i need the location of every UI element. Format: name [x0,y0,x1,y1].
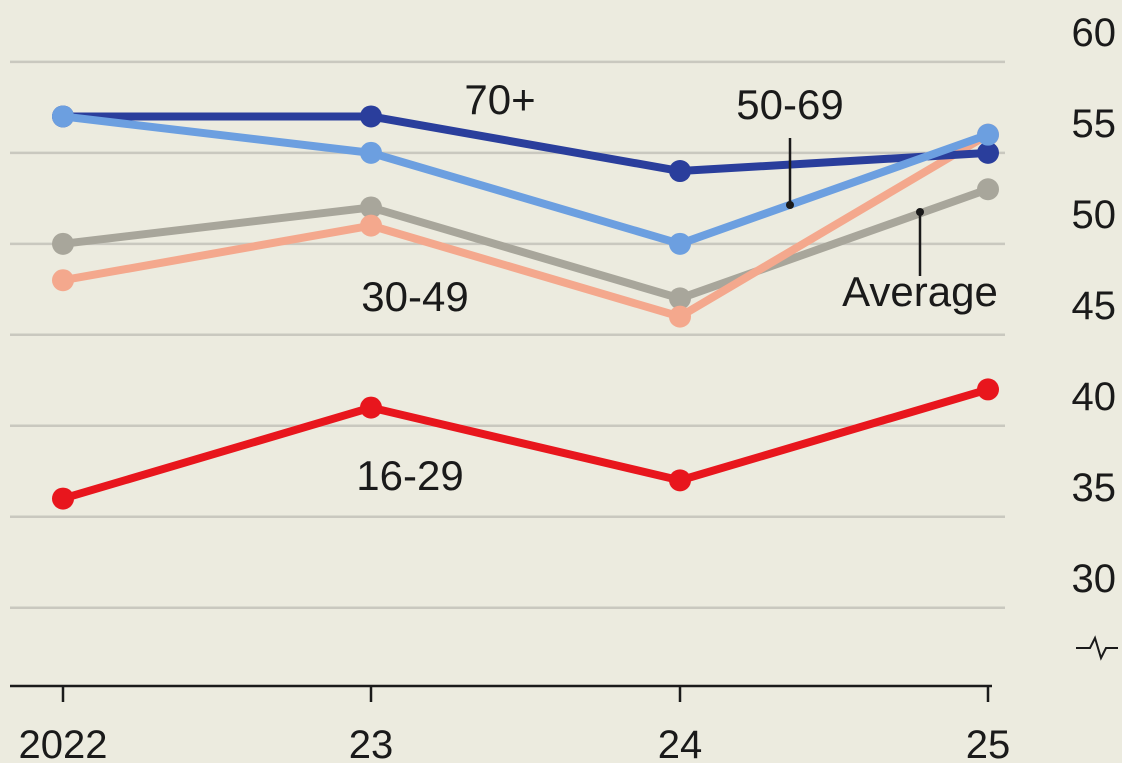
series-label: 16-29 [356,452,463,499]
y-tick-label: 45 [1072,284,1117,328]
data-point [360,196,382,219]
series-line [62,112,990,248]
x-tick-label: 25 [966,723,1011,763]
x-tick-label: 24 [658,723,703,763]
y-tick-label: 50 [1072,193,1117,237]
data-point [360,396,382,419]
y-tick-label: 60 [1072,11,1117,55]
series-label: Average [842,268,998,315]
y-tick-label: 40 [1072,375,1117,419]
data-point [52,105,74,128]
data-point [360,214,382,237]
y-tick-label: 55 [1072,102,1117,146]
series-line [61,385,990,503]
data-point [977,378,999,401]
data-point [52,269,74,292]
axis-break [1076,635,1118,661]
label-leader-dot [916,208,924,216]
series-line [62,131,991,321]
data-point [977,178,999,201]
y-tick-label: 35 [1072,466,1117,510]
data-point [360,141,382,164]
data-point [52,487,74,510]
x-tick-label: 23 [349,723,394,763]
data-point [669,305,691,328]
series-label: 70+ [464,76,535,123]
data-point [669,469,691,492]
series-label: 30-49 [361,273,468,320]
data-point [977,123,999,146]
series-line [63,112,989,176]
x-tick-label: 2022 [19,723,108,763]
series-line [62,185,990,303]
data-point [669,287,691,310]
data-point [669,232,691,255]
data-point [669,160,691,183]
series-label: 50-69 [736,81,843,128]
data-point [52,232,74,255]
y-tick-label: 30 [1072,557,1117,601]
data-point [360,105,382,128]
data-point [977,141,999,164]
label-leader-dot [786,201,794,209]
